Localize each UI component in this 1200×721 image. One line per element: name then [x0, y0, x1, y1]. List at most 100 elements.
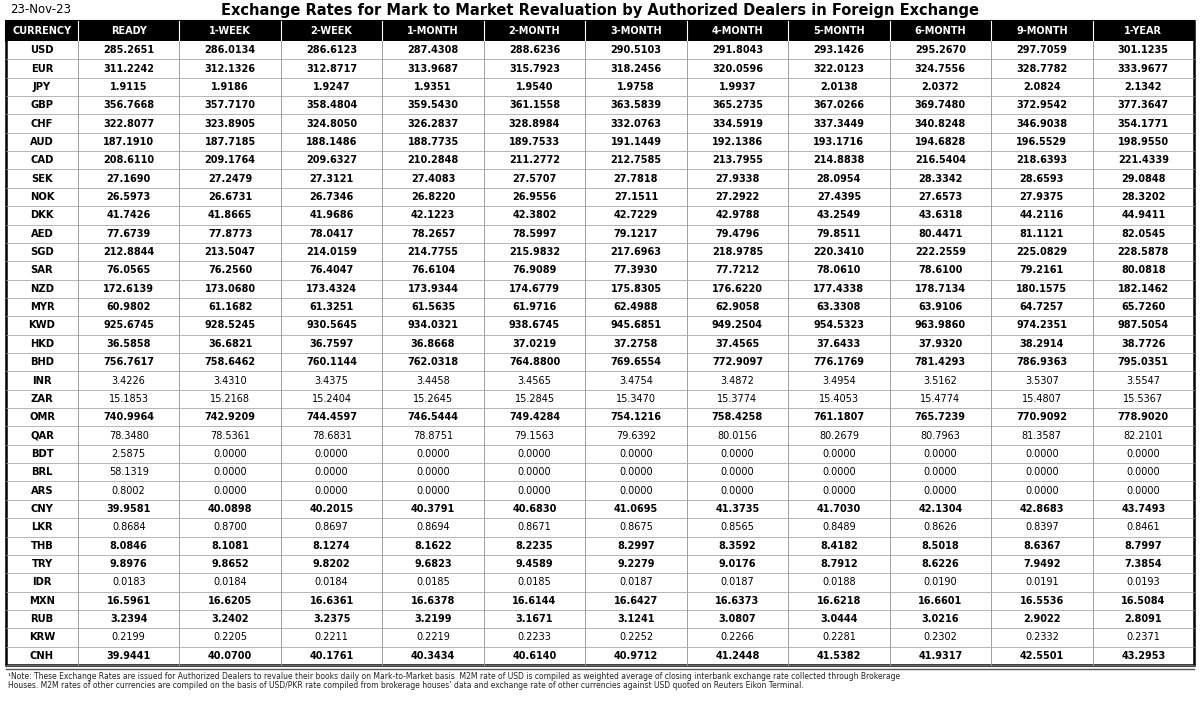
Bar: [6, 224, 1194, 243]
Text: 40.2015: 40.2015: [310, 504, 354, 514]
Text: 15.1853: 15.1853: [109, 394, 149, 404]
Text: 37.2758: 37.2758: [614, 339, 658, 349]
Text: 0.0000: 0.0000: [214, 486, 247, 495]
Text: 27.4395: 27.4395: [817, 192, 862, 202]
Text: 333.9677: 333.9677: [1117, 63, 1169, 74]
Text: 3.2394: 3.2394: [110, 614, 148, 624]
Text: 1-WEEK: 1-WEEK: [209, 26, 251, 36]
Text: 40.9712: 40.9712: [614, 651, 658, 661]
Text: 0.0188: 0.0188: [822, 578, 856, 588]
Text: 0.2205: 0.2205: [214, 632, 247, 642]
Text: 40.3434: 40.3434: [410, 651, 455, 661]
Text: 0.0000: 0.0000: [1127, 486, 1160, 495]
Text: 28.3202: 28.3202: [1121, 192, 1165, 202]
Text: 41.7030: 41.7030: [817, 504, 862, 514]
Text: 194.6828: 194.6828: [914, 137, 966, 147]
Text: 0.8675: 0.8675: [619, 522, 653, 532]
Text: 27.4083: 27.4083: [410, 174, 455, 184]
Text: 16.5084: 16.5084: [1121, 596, 1165, 606]
Text: 0.0000: 0.0000: [619, 467, 653, 477]
Text: 0.0184: 0.0184: [314, 578, 348, 588]
Text: 16.6427: 16.6427: [614, 596, 658, 606]
Text: 2.0138: 2.0138: [820, 82, 858, 92]
Text: Exchange Rates for Mark to Market Revaluation by Authorized Dealers in Foreign E: Exchange Rates for Mark to Market Revalu…: [221, 3, 979, 18]
Text: 213.5047: 213.5047: [205, 247, 256, 257]
Text: 3.2375: 3.2375: [313, 614, 350, 624]
Bar: [6, 21, 1194, 41]
Bar: [6, 463, 1194, 482]
Text: 39.9441: 39.9441: [107, 651, 151, 661]
Text: 40.6830: 40.6830: [512, 504, 557, 514]
Text: 772.9097: 772.9097: [712, 357, 763, 367]
Text: 27.9375: 27.9375: [1020, 192, 1064, 202]
Text: 291.8043: 291.8043: [712, 45, 763, 56]
Text: 81.3587: 81.3587: [1022, 430, 1062, 441]
Bar: [6, 592, 1194, 610]
Text: 8.1274: 8.1274: [313, 541, 350, 551]
Text: 40.3791: 40.3791: [410, 504, 455, 514]
Text: 63.3308: 63.3308: [817, 302, 862, 312]
Text: 172.6139: 172.6139: [103, 284, 155, 293]
Text: 209.1764: 209.1764: [205, 155, 256, 165]
Text: 189.7533: 189.7533: [509, 137, 560, 147]
Text: 372.9542: 372.9542: [1016, 100, 1067, 110]
Text: 215.9832: 215.9832: [509, 247, 560, 257]
Text: 7.3854: 7.3854: [1124, 559, 1162, 569]
Text: 749.4284: 749.4284: [509, 412, 560, 423]
Text: 781.4293: 781.4293: [914, 357, 966, 367]
Text: 4-MONTH: 4-MONTH: [712, 26, 763, 36]
Text: 8.2235: 8.2235: [516, 541, 553, 551]
Text: 77.3930: 77.3930: [614, 265, 658, 275]
Bar: [6, 261, 1194, 280]
Text: 41.7426: 41.7426: [107, 211, 151, 221]
Text: 60.9802: 60.9802: [107, 302, 151, 312]
Text: 23-Nov-23: 23-Nov-23: [10, 3, 71, 16]
Text: 28.6593: 28.6593: [1020, 174, 1064, 184]
Text: OMR: OMR: [29, 412, 55, 423]
Text: ARS: ARS: [31, 486, 53, 495]
Text: 770.9092: 770.9092: [1016, 412, 1067, 423]
Text: 78.5361: 78.5361: [210, 430, 250, 441]
Text: 214.0159: 214.0159: [306, 247, 358, 257]
Text: 367.0266: 367.0266: [814, 100, 864, 110]
Text: 79.8511: 79.8511: [817, 229, 862, 239]
Text: 44.9411: 44.9411: [1121, 211, 1165, 221]
Bar: [6, 317, 1194, 335]
Text: 3.1671: 3.1671: [516, 614, 553, 624]
Text: 2.0824: 2.0824: [1024, 82, 1061, 92]
Text: DKK: DKK: [30, 211, 54, 221]
Text: 177.4338: 177.4338: [814, 284, 864, 293]
Text: 80.4471: 80.4471: [918, 229, 962, 239]
Text: 8.7997: 8.7997: [1124, 541, 1162, 551]
Text: CHF: CHF: [31, 118, 53, 128]
Text: 0.2332: 0.2332: [1025, 632, 1058, 642]
Text: 27.5707: 27.5707: [512, 174, 557, 184]
Bar: [6, 353, 1194, 371]
Text: 78.6831: 78.6831: [312, 430, 352, 441]
Text: 15.3774: 15.3774: [718, 394, 757, 404]
Text: 44.2116: 44.2116: [1020, 211, 1064, 221]
Text: 8.4182: 8.4182: [820, 541, 858, 551]
Text: SGD: SGD: [30, 247, 54, 257]
Text: 188.7735: 188.7735: [408, 137, 458, 147]
Text: 285.2651: 285.2651: [103, 45, 155, 56]
Text: 0.0000: 0.0000: [517, 486, 551, 495]
Bar: [6, 500, 1194, 518]
Text: KWD: KWD: [29, 320, 55, 330]
Bar: [6, 169, 1194, 188]
Bar: [6, 243, 1194, 261]
Text: 0.8002: 0.8002: [112, 486, 145, 495]
Text: 209.6327: 209.6327: [306, 155, 358, 165]
Text: 79.4796: 79.4796: [715, 229, 760, 239]
Text: 79.2161: 79.2161: [1020, 265, 1064, 275]
Text: MXN: MXN: [29, 596, 55, 606]
Text: 173.0680: 173.0680: [205, 284, 256, 293]
Text: 0.2252: 0.2252: [619, 632, 653, 642]
Text: 322.8077: 322.8077: [103, 118, 155, 128]
Text: 295.2670: 295.2670: [914, 45, 966, 56]
Text: 357.7170: 357.7170: [205, 100, 256, 110]
Text: 0.8565: 0.8565: [720, 522, 755, 532]
Text: 1-YEAR: 1-YEAR: [1124, 26, 1163, 36]
Text: 286.6123: 286.6123: [306, 45, 358, 56]
Text: 326.2837: 326.2837: [408, 118, 458, 128]
